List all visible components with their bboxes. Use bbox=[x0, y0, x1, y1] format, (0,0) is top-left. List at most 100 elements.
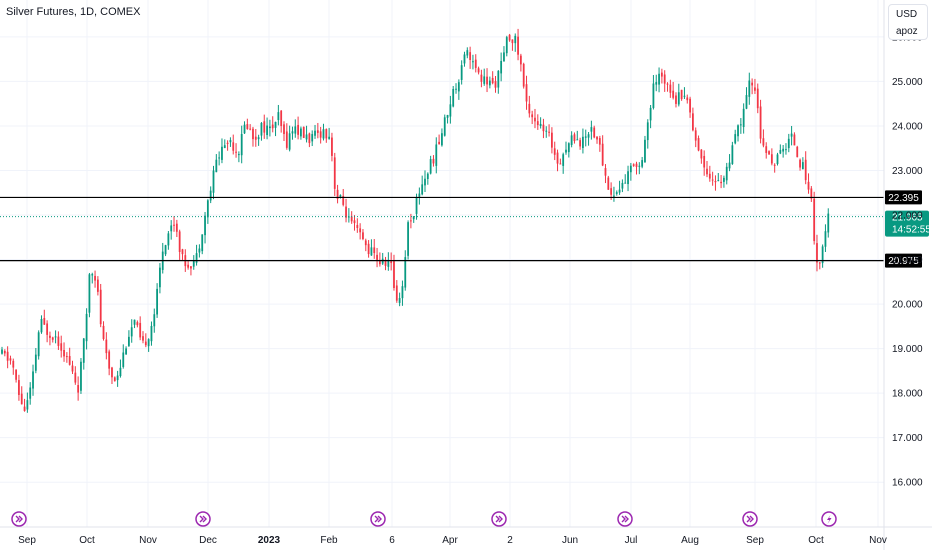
candle-body bbox=[274, 121, 277, 128]
candle-body bbox=[629, 165, 632, 173]
dividend-arrow-icon[interactable] bbox=[491, 511, 507, 527]
candle-body bbox=[65, 356, 68, 358]
candle-body bbox=[697, 138, 700, 151]
dividend-arrow-icon[interactable] bbox=[742, 511, 758, 527]
price-tick-label: 20.000 bbox=[892, 300, 923, 311]
candle-body bbox=[768, 151, 770, 155]
candle-body bbox=[49, 335, 51, 338]
candle-body bbox=[74, 372, 77, 383]
candle-body bbox=[1, 349, 3, 354]
candle-body bbox=[677, 92, 680, 105]
candle-body bbox=[598, 138, 601, 145]
candle-body bbox=[308, 133, 311, 144]
candle-body bbox=[322, 129, 325, 139]
candle-body bbox=[3, 350, 6, 354]
candle-body bbox=[424, 178, 426, 186]
time-tick-label: Feb bbox=[320, 535, 338, 546]
candle-body bbox=[621, 182, 624, 189]
candle-body bbox=[387, 259, 390, 267]
candle-body bbox=[463, 54, 466, 64]
candle-body bbox=[807, 181, 810, 190]
candle-body bbox=[271, 124, 274, 129]
price-axis[interactable]: 16.000 17.000 18.000 19.000 20.000 21.000 22.0… bbox=[883, 0, 923, 550]
candle-body bbox=[218, 157, 221, 159]
candle-body bbox=[618, 189, 621, 193]
lightning-icon[interactable] bbox=[821, 511, 837, 527]
candle-body bbox=[818, 262, 821, 264]
candle-body bbox=[491, 77, 494, 84]
candle-body bbox=[576, 139, 579, 141]
price-axis-settings[interactable]: USD apoz bbox=[888, 4, 928, 40]
candle-body bbox=[398, 298, 401, 303]
event-icons bbox=[11, 511, 837, 527]
candle-body bbox=[195, 253, 198, 263]
candle-body bbox=[522, 63, 525, 87]
candle-body bbox=[511, 39, 514, 44]
candle-body bbox=[748, 80, 751, 97]
candle-body bbox=[497, 70, 500, 88]
dividend-arrow-icon[interactable] bbox=[617, 511, 633, 527]
candle-body bbox=[528, 103, 531, 114]
candle-body bbox=[305, 134, 308, 140]
candle-body bbox=[181, 249, 184, 255]
candle-body bbox=[542, 124, 545, 132]
price-tick-label: 16.000 bbox=[892, 478, 923, 489]
candle-body bbox=[646, 122, 649, 141]
candle-body bbox=[694, 130, 697, 141]
candle-body bbox=[587, 134, 590, 138]
candle-body bbox=[212, 170, 215, 193]
candle-body bbox=[390, 261, 393, 264]
candle-body bbox=[6, 351, 9, 361]
candle-body bbox=[37, 332, 40, 357]
candle-body bbox=[810, 188, 813, 199]
currency-label: USD bbox=[896, 9, 918, 20]
candle-body bbox=[562, 154, 565, 166]
candle-body bbox=[12, 360, 15, 368]
price-tick-label: 23.000 bbox=[892, 166, 923, 177]
candle-body bbox=[565, 149, 567, 153]
candle-body bbox=[119, 367, 122, 377]
candle-body bbox=[96, 279, 99, 292]
candle-body bbox=[229, 140, 232, 143]
candle-body bbox=[689, 98, 691, 113]
chart-title: Silver Futures, 1D, COMEX bbox=[6, 6, 141, 18]
candle-body bbox=[209, 190, 212, 201]
dividend-arrow-icon[interactable] bbox=[11, 511, 27, 527]
candle-body bbox=[331, 137, 333, 156]
candle-body bbox=[660, 72, 663, 77]
candle-body bbox=[170, 225, 173, 232]
candle-body bbox=[801, 162, 804, 170]
candle-body bbox=[756, 88, 759, 109]
candle-body bbox=[288, 133, 291, 150]
candle-body bbox=[773, 164, 776, 166]
candle-body bbox=[472, 61, 474, 63]
candle-body bbox=[480, 74, 483, 82]
candle-body bbox=[139, 322, 142, 338]
candle-body bbox=[254, 136, 257, 140]
time-axis[interactable]: Sep Oct Nov Dec 2023 Feb 6 Apr 2 Jun Jul Aug Sep Oct N… bbox=[0, 526, 932, 546]
candle-body bbox=[260, 123, 263, 136]
candle-body bbox=[827, 213, 830, 233]
candle-body bbox=[111, 367, 113, 378]
candle-body bbox=[432, 158, 435, 164]
candle-body bbox=[739, 124, 742, 126]
dividend-arrow-icon[interactable] bbox=[195, 511, 211, 527]
candle-body bbox=[108, 351, 111, 369]
candle-body bbox=[263, 121, 266, 133]
candle-body bbox=[723, 177, 725, 182]
dividend-arrow-icon[interactable] bbox=[370, 511, 386, 527]
candle-body bbox=[34, 354, 37, 371]
candle-body bbox=[804, 159, 807, 181]
candle-body bbox=[167, 233, 170, 246]
candle-body bbox=[666, 83, 669, 85]
candle-body bbox=[342, 196, 345, 205]
candle-body bbox=[536, 121, 539, 126]
candle-body bbox=[762, 138, 765, 146]
candle-body bbox=[18, 380, 20, 395]
candle-body bbox=[686, 97, 689, 101]
candle-body bbox=[683, 95, 686, 97]
candle-body bbox=[644, 139, 646, 163]
grid-lines bbox=[0, 0, 884, 527]
